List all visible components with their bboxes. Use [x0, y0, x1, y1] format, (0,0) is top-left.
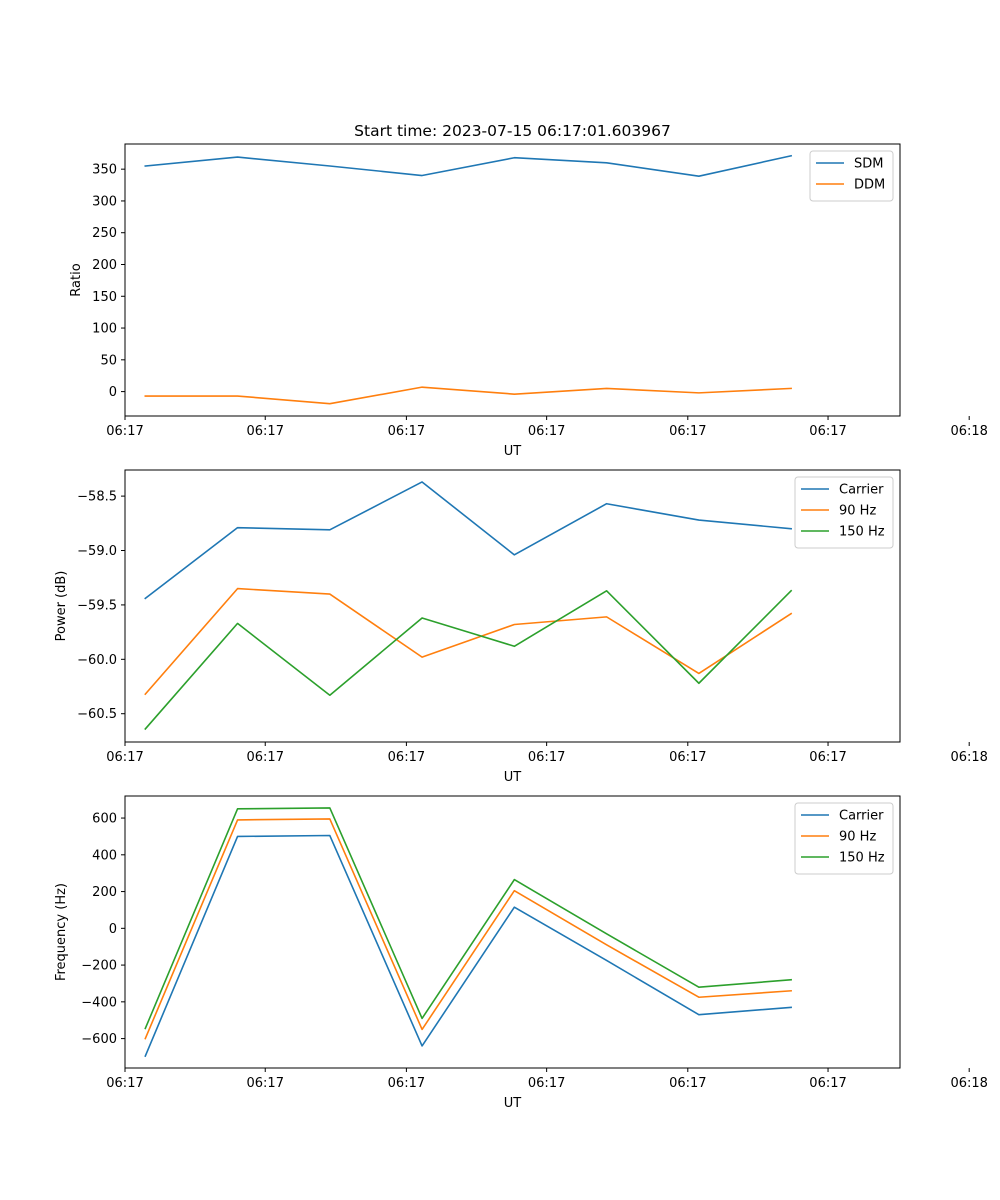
- frequency-x-tick-label: 06:17: [247, 1076, 284, 1091]
- ratio-x-tick-label: 06:17: [528, 424, 565, 439]
- ratio-y-axis-label: Ratio: [69, 263, 84, 296]
- ratio-x-tick-label: 06:17: [809, 424, 846, 439]
- frequency-y-tick-label: 400: [92, 848, 117, 863]
- frequency-y-tick-label: 600: [92, 812, 117, 827]
- frequency-legend: Carrier 90 Hz 150 Hz: [794, 802, 894, 875]
- ratio-y-tick-label: 300: [92, 194, 117, 209]
- ratio-y-tick-label: 100: [92, 322, 117, 337]
- ratio-panel: 06:17 06:17 06:17 06:17 06:17 06:17 06:18 0 50 10…: [69, 143, 988, 459]
- frequency-x-axis-label: UT: [504, 1096, 522, 1111]
- power-y-axis-label: Power (dB): [54, 571, 69, 642]
- power-series-line-150-hz: [144, 589, 793, 731]
- frequency-y-tick-label: 200: [92, 885, 117, 900]
- power-x-tick-label: 06:17: [388, 750, 425, 765]
- ratio-y-tick-label: 150: [92, 290, 117, 305]
- power-x-tick-label: 06:17: [106, 750, 143, 765]
- ratio-x-tick-label: 06:17: [669, 424, 706, 439]
- power-y-tick-label: −59.5: [77, 598, 117, 613]
- frequency-y-tick-label: −400: [81, 995, 117, 1010]
- ratio-x-tick-label: 06:17: [106, 424, 143, 439]
- frequency-y-tick-label: 0: [109, 922, 117, 937]
- power-series-line-carrier: [144, 481, 793, 600]
- power-x-axis-label: UT: [504, 770, 522, 785]
- frequency-y-tick-label: −600: [81, 1032, 117, 1047]
- ratio-y-tick-label: 0: [109, 385, 117, 400]
- ratio-legend-label: SDM: [854, 157, 883, 172]
- power-x-tick-label: 06:17: [809, 750, 846, 765]
- power-x-tick-label: 06:17: [669, 750, 706, 765]
- power-x-tick-label: 06:17: [247, 750, 284, 765]
- frequency-series-line-carrier: [144, 834, 792, 1058]
- power-legend-label: 90 Hz: [839, 504, 876, 519]
- frequency-x-tick-label: 06:17: [388, 1076, 425, 1091]
- ratio-x-axis-label: UT: [504, 444, 522, 459]
- ratio-series-line-sdm: [144, 154, 793, 177]
- frequency-axes-frame: [124, 795, 901, 1069]
- power-axes-frame: [124, 469, 901, 743]
- ratio-x-tick-label: 06:17: [247, 424, 284, 439]
- power-series-line-90-hz: [144, 587, 793, 696]
- frequency-legend-label: Carrier: [839, 809, 884, 824]
- ratio-legend: SDM DDM: [809, 150, 894, 202]
- power-legend-label: Carrier: [839, 483, 884, 498]
- frequency-legend-label: 90 Hz: [839, 830, 876, 845]
- ratio-legend-label: DDM: [854, 178, 885, 193]
- frequency-x-tick-label: 06:17: [669, 1076, 706, 1091]
- ratio-x-tick-label: 06:17: [388, 424, 425, 439]
- frequency-legend-label: 150 Hz: [839, 851, 885, 866]
- frequency-x-tick-label: 06:17: [106, 1076, 143, 1091]
- frequency-x-tick-label: 06:17: [528, 1076, 565, 1091]
- figure-title: Start time: 2023-07-15 06:17:01.603967: [354, 122, 671, 140]
- power-y-tick-label: −60.0: [77, 653, 117, 668]
- power-legend: Carrier 90 Hz 150 Hz: [794, 476, 894, 549]
- frequency-y-tick-label: −200: [81, 959, 117, 974]
- power-legend-label: 150 Hz: [839, 525, 885, 540]
- frequency-panel: 06:17 06:17 06:17 06:17 06:17 06:17 06:18 −600 −…: [54, 795, 988, 1111]
- power-y-tick-label: −60.5: [77, 707, 117, 722]
- ratio-y-tick-label: 50: [100, 353, 117, 368]
- frequency-x-tick-label: 06:18: [950, 1076, 987, 1091]
- frequency-series-line-90-hz: [144, 818, 792, 1040]
- power-x-tick-label: 06:18: [950, 750, 987, 765]
- frequency-x-tick-label: 06:17: [809, 1076, 846, 1091]
- ratio-axes-frame: [124, 143, 901, 417]
- ratio-series-line-ddm: [144, 386, 792, 405]
- ratio-y-tick-label: 350: [92, 163, 117, 178]
- power-x-tick-label: 06:17: [528, 750, 565, 765]
- power-y-tick-label: −58.5: [77, 490, 117, 505]
- ratio-x-tick-label: 06:18: [950, 424, 987, 439]
- power-y-tick-label: −59.0: [77, 544, 117, 559]
- ratio-y-tick-label: 250: [92, 226, 117, 241]
- frequency-y-axis-label: Frequency (Hz): [54, 883, 69, 981]
- frequency-series-line-150-hz: [144, 807, 792, 1030]
- power-panel: 06:17 06:17 06:17 06:17 06:17 06:17 06:18 −60.5…: [54, 469, 988, 785]
- ratio-y-tick-label: 200: [92, 258, 117, 273]
